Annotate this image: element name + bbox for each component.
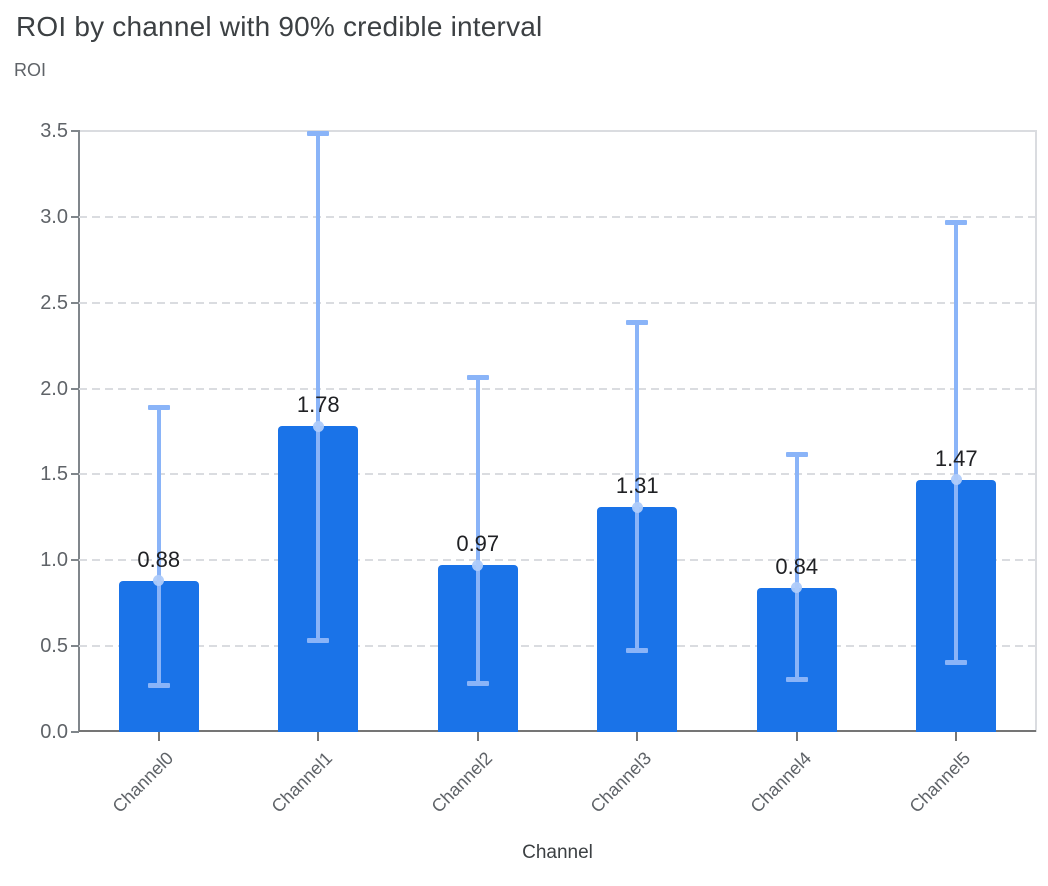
error-bar-cap-bottom	[307, 637, 330, 643]
plot-top-border	[79, 130, 1036, 132]
bar-value-label: 0.88	[137, 546, 181, 572]
x-tick-mark	[795, 732, 798, 741]
mean-marker	[631, 501, 643, 513]
gridline	[79, 559, 1036, 562]
mean-marker	[312, 420, 324, 432]
y-axis-line	[78, 130, 80, 732]
x-tick-label: Channel5	[905, 748, 975, 817]
error-bar-line	[475, 376, 480, 684]
gridline	[79, 387, 1036, 390]
error-bar-cap-top	[785, 451, 808, 457]
error-bar-line	[635, 321, 640, 652]
error-bar-cap-top	[147, 405, 170, 411]
chart-title: ROI by channel with 90% credible interva…	[16, 11, 543, 42]
bar-value-label: 0.97	[456, 531, 500, 557]
plot-right-border	[1035, 130, 1037, 732]
mean-marker	[153, 575, 165, 587]
error-bar-line	[794, 453, 799, 681]
y-tick-label: 2.5	[40, 291, 68, 314]
y-tick-label: 3.0	[40, 205, 68, 228]
y-tick-label: 0.0	[40, 721, 68, 743]
y-tick-label: 1.0	[40, 549, 68, 572]
gridline	[79, 473, 1036, 476]
bar-value-label: 1.47	[934, 445, 978, 471]
y-tick-mark	[71, 130, 79, 132]
y-tick-mark	[71, 645, 79, 648]
error-bar-cap-top	[945, 220, 968, 225]
x-tick-label: Channel0	[108, 748, 177, 817]
x-tick-mark	[476, 732, 479, 741]
y-tick-mark	[71, 387, 79, 390]
mean-marker	[472, 559, 484, 571]
gridline	[79, 215, 1036, 218]
gridline	[79, 645, 1036, 648]
x-axis-line	[79, 730, 1036, 732]
error-bar-cap-bottom	[785, 677, 808, 683]
error-bar-cap-bottom	[626, 648, 649, 654]
y-tick-label: 3.5	[40, 120, 68, 142]
x-tick-label: Channel4	[746, 748, 815, 817]
gridline	[79, 301, 1036, 304]
error-bar-cap-bottom	[466, 680, 489, 686]
x-tick-label: Channel1	[267, 748, 337, 817]
error-bar-cap-top	[307, 130, 330, 136]
error-bar-line	[954, 222, 959, 664]
error-bar-cap-top	[626, 319, 649, 325]
y-tick-mark	[71, 215, 79, 218]
x-axis-title: Channel	[522, 842, 593, 863]
error-bar-cap-top	[466, 374, 489, 380]
x-tick-mark	[157, 732, 160, 741]
mean-marker	[791, 582, 803, 594]
error-bar-line	[316, 132, 321, 641]
x-tick-label: Channel3	[586, 748, 656, 817]
x-tick-mark	[636, 732, 639, 741]
y-tick-mark	[71, 301, 79, 304]
error-bar-cap-bottom	[945, 660, 968, 666]
bar-value-label: 1.78	[296, 392, 340, 418]
y-tick-label: 1.5	[40, 463, 68, 486]
x-tick-label: Channel2	[427, 748, 496, 817]
y-tick-mark	[71, 559, 79, 562]
error-bar-cap-bottom	[147, 682, 170, 688]
mean-marker	[950, 474, 962, 486]
x-tick-mark	[955, 732, 958, 741]
y-tick-label: 0.5	[40, 635, 68, 658]
error-bar-line	[156, 407, 161, 686]
x-tick-mark	[317, 732, 320, 741]
bar-value-label: 1.31	[615, 473, 659, 499]
y-axis-title: ROI	[14, 60, 47, 80]
y-tick-mark	[71, 473, 79, 476]
bar-value-label: 0.84	[775, 553, 819, 579]
y-tick-mark	[71, 731, 79, 733]
y-tick-label: 2.0	[40, 377, 68, 400]
